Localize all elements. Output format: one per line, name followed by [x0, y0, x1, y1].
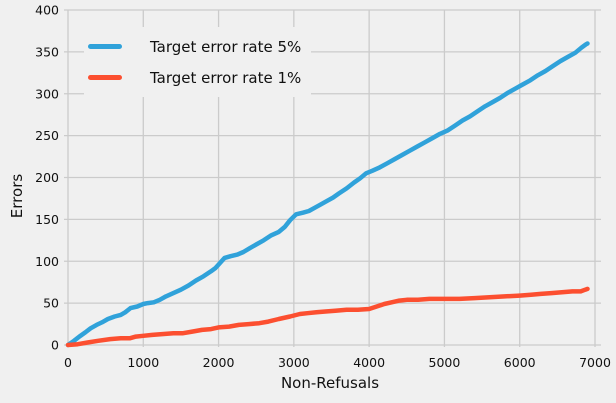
- y-tick-label: 50: [43, 296, 59, 311]
- legend-swatch-blue-line: [88, 44, 122, 49]
- x-tick-label: 6000: [504, 355, 536, 370]
- x-tick-label: 3000: [278, 355, 310, 370]
- legend-item-target-1pct: Target error rate 1%: [88, 62, 301, 93]
- x-tick-label: 5000: [429, 355, 461, 370]
- y-tick-label: 350: [35, 44, 59, 59]
- legend-swatch-red-line: [88, 75, 122, 80]
- series-line-0: [65, 41, 590, 348]
- y-tick-label: 200: [35, 170, 59, 185]
- y-tick-label: 250: [35, 128, 59, 143]
- y-tick-label: 150: [35, 212, 59, 227]
- legend-label-target-5pct: Target error rate 5%: [150, 37, 302, 56]
- y-tick-label: 100: [35, 254, 59, 269]
- x-tick-label: 1000: [127, 355, 159, 370]
- legend-label-target-1pct: Target error rate 1%: [150, 68, 302, 87]
- x-tick-label: 7000: [579, 355, 611, 370]
- legend-item-target-5pct: Target error rate 5%: [88, 31, 301, 62]
- x-tick-label: 0: [64, 355, 72, 370]
- x-axis-label: Non-Refusals: [280, 374, 380, 392]
- series-line-1: [65, 286, 590, 348]
- legend: Target error rate 5% Target error rate 1…: [84, 27, 312, 97]
- y-axis-label: Errors: [8, 173, 26, 219]
- x-tick-label: 4000: [353, 355, 385, 370]
- y-tick-label: 0: [51, 338, 59, 353]
- x-tick-label: 2000: [203, 355, 235, 370]
- y-tick-label: 400: [35, 3, 59, 18]
- y-tick-label: 300: [35, 86, 59, 101]
